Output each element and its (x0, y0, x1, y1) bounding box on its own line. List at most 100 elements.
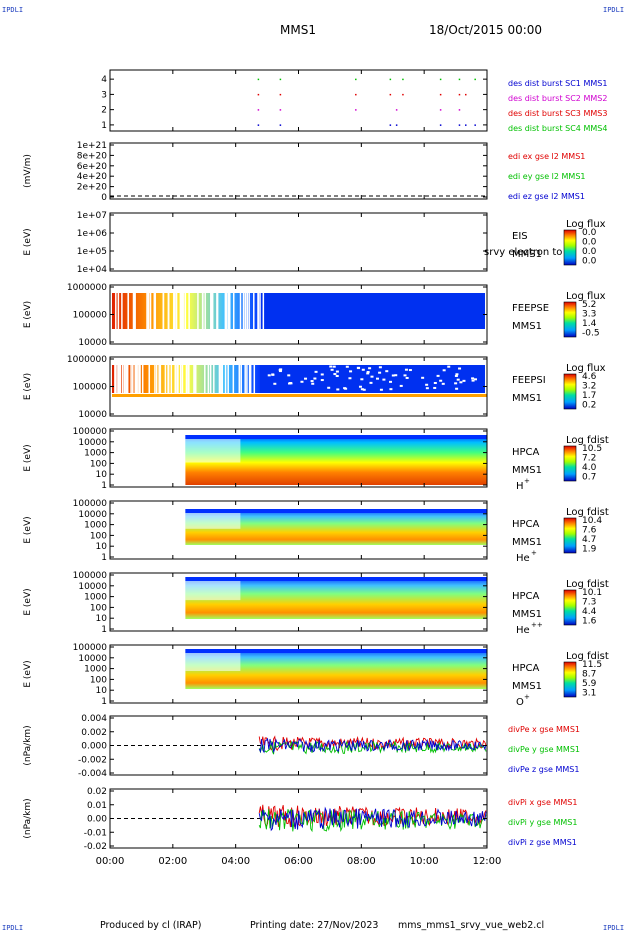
legend-entry: divPi x gse MMS1 (508, 798, 577, 807)
y-tick-label: 1e+05 (77, 247, 107, 257)
burst-marker (279, 78, 282, 81)
spectrogram-fill (260, 293, 485, 329)
spectrogram-gap (287, 374, 291, 377)
spectrogram-gap (405, 376, 409, 379)
spectrogram-gap (155, 365, 158, 393)
spectrogram-gap (304, 377, 308, 380)
spectrogram-gap (366, 371, 370, 374)
spectrogram-gap (278, 370, 282, 373)
colorbar (563, 661, 577, 698)
spectrogram-gap (224, 293, 227, 329)
spectrogram-gap (146, 293, 148, 329)
spectrogram-gap (202, 293, 204, 329)
spacecraft-label: MMS1 (512, 537, 542, 548)
spectrogram-gap (336, 388, 340, 391)
spectrogram-gap (232, 293, 235, 329)
burst-marker (458, 109, 461, 111)
spectrogram-gap (376, 377, 380, 380)
colorbar (563, 301, 577, 338)
colorbar-value: 3.3 (582, 310, 596, 320)
spectrogram-gap (170, 365, 173, 393)
y-tick-label: 100 (90, 531, 107, 541)
spectrogram-gap (218, 365, 221, 393)
burst-marker (279, 109, 282, 111)
spectrogram-gap (311, 382, 315, 385)
y-tick-label: 10 (96, 542, 108, 552)
burst-marker (257, 109, 260, 111)
colorbar (563, 517, 577, 554)
spectrogram-edge (185, 649, 487, 653)
y-axis-label: E (eV) (23, 660, 33, 687)
colorbar-value: 0.0 (582, 247, 597, 257)
y-tick-label: 1000 (84, 521, 107, 531)
spectrogram-gap (133, 293, 136, 329)
spectrogram-gap (454, 374, 458, 377)
y-tick-label: 1000 (84, 593, 107, 603)
spectrogram-gap (369, 381, 373, 384)
burst-marker (439, 93, 442, 96)
spectrogram-gap (210, 293, 212, 329)
y-tick-label: 1 (101, 625, 107, 635)
spectrogram-gap (456, 378, 460, 381)
spectrogram-gap (137, 365, 139, 393)
spectrogram-gap (403, 374, 407, 377)
y-tick-label: 1000000 (67, 283, 107, 293)
spectrogram-gap (114, 365, 116, 393)
instrument-label: EIS (512, 231, 528, 242)
burst-marker (389, 78, 392, 81)
y-axis-label: (nPa/km) (23, 725, 33, 765)
spectrogram-gap (224, 365, 227, 393)
spectrogram-gap (447, 365, 451, 368)
y-tick-label: 10000 (78, 510, 107, 520)
spectrogram-gap (361, 368, 365, 371)
colorbar-value: 5.2 (582, 300, 596, 310)
spectrogram-gap (320, 373, 324, 376)
colorbar-value: 7.2 (582, 454, 596, 464)
y-tick-label: 10000 (78, 654, 107, 664)
spectrogram-gap (433, 386, 437, 389)
burst-marker (257, 93, 260, 96)
spectrogram-gap (271, 373, 275, 376)
spectrogram-gap (385, 370, 389, 373)
spectrogram-gap (188, 365, 190, 393)
spectrogram-gap (213, 365, 215, 393)
spectrogram-gap (181, 293, 184, 329)
colorbar-value: 3.2 (582, 382, 596, 392)
spectrogram-gap (204, 365, 206, 393)
spectrogram-gap (134, 365, 136, 393)
spectrogram-gap (462, 379, 466, 382)
y-tick-label: 10000 (78, 410, 107, 420)
spectrogram-gap (279, 368, 283, 371)
colorbar-title: Log fdist (566, 435, 609, 446)
y-tick-label: 2 (101, 106, 107, 116)
spectrogram-gap (246, 365, 248, 393)
spectrogram-edge (185, 577, 487, 581)
spectrogram-gap (175, 293, 178, 329)
spectrogram-gap (149, 293, 152, 329)
spectrogram-gap (243, 293, 245, 329)
date-title: 18/Oct/2015 00:00 (429, 23, 543, 37)
burst-marker (465, 93, 467, 96)
spectrogram-edge (185, 435, 487, 439)
spectrogram-gap (471, 379, 475, 382)
legend-entry: divPe z gse MMS1 (508, 765, 579, 774)
y-tick-label: 1 (101, 553, 107, 563)
spectrogram-gap (118, 365, 120, 393)
burst-marker (355, 109, 357, 111)
spectrogram-gap (370, 375, 374, 378)
spectrogram-gap (358, 385, 362, 388)
spectrogram-gap (127, 293, 129, 329)
burst-marker (279, 93, 282, 96)
spectrogram-gap (404, 368, 408, 371)
colorbar-value: 0.0 (582, 228, 597, 238)
spectrogram-gap (240, 365, 242, 393)
spectrogram-gap (121, 365, 124, 393)
spectrogram-gap (130, 365, 132, 393)
spectrogram-gap (394, 374, 398, 377)
legend-entry: edi ez gse l2 MMS1 (508, 192, 585, 201)
y-tick-label: 0.02 (87, 787, 107, 797)
species-label: H (516, 481, 524, 492)
y-tick-label: 2e+20 (77, 183, 108, 193)
